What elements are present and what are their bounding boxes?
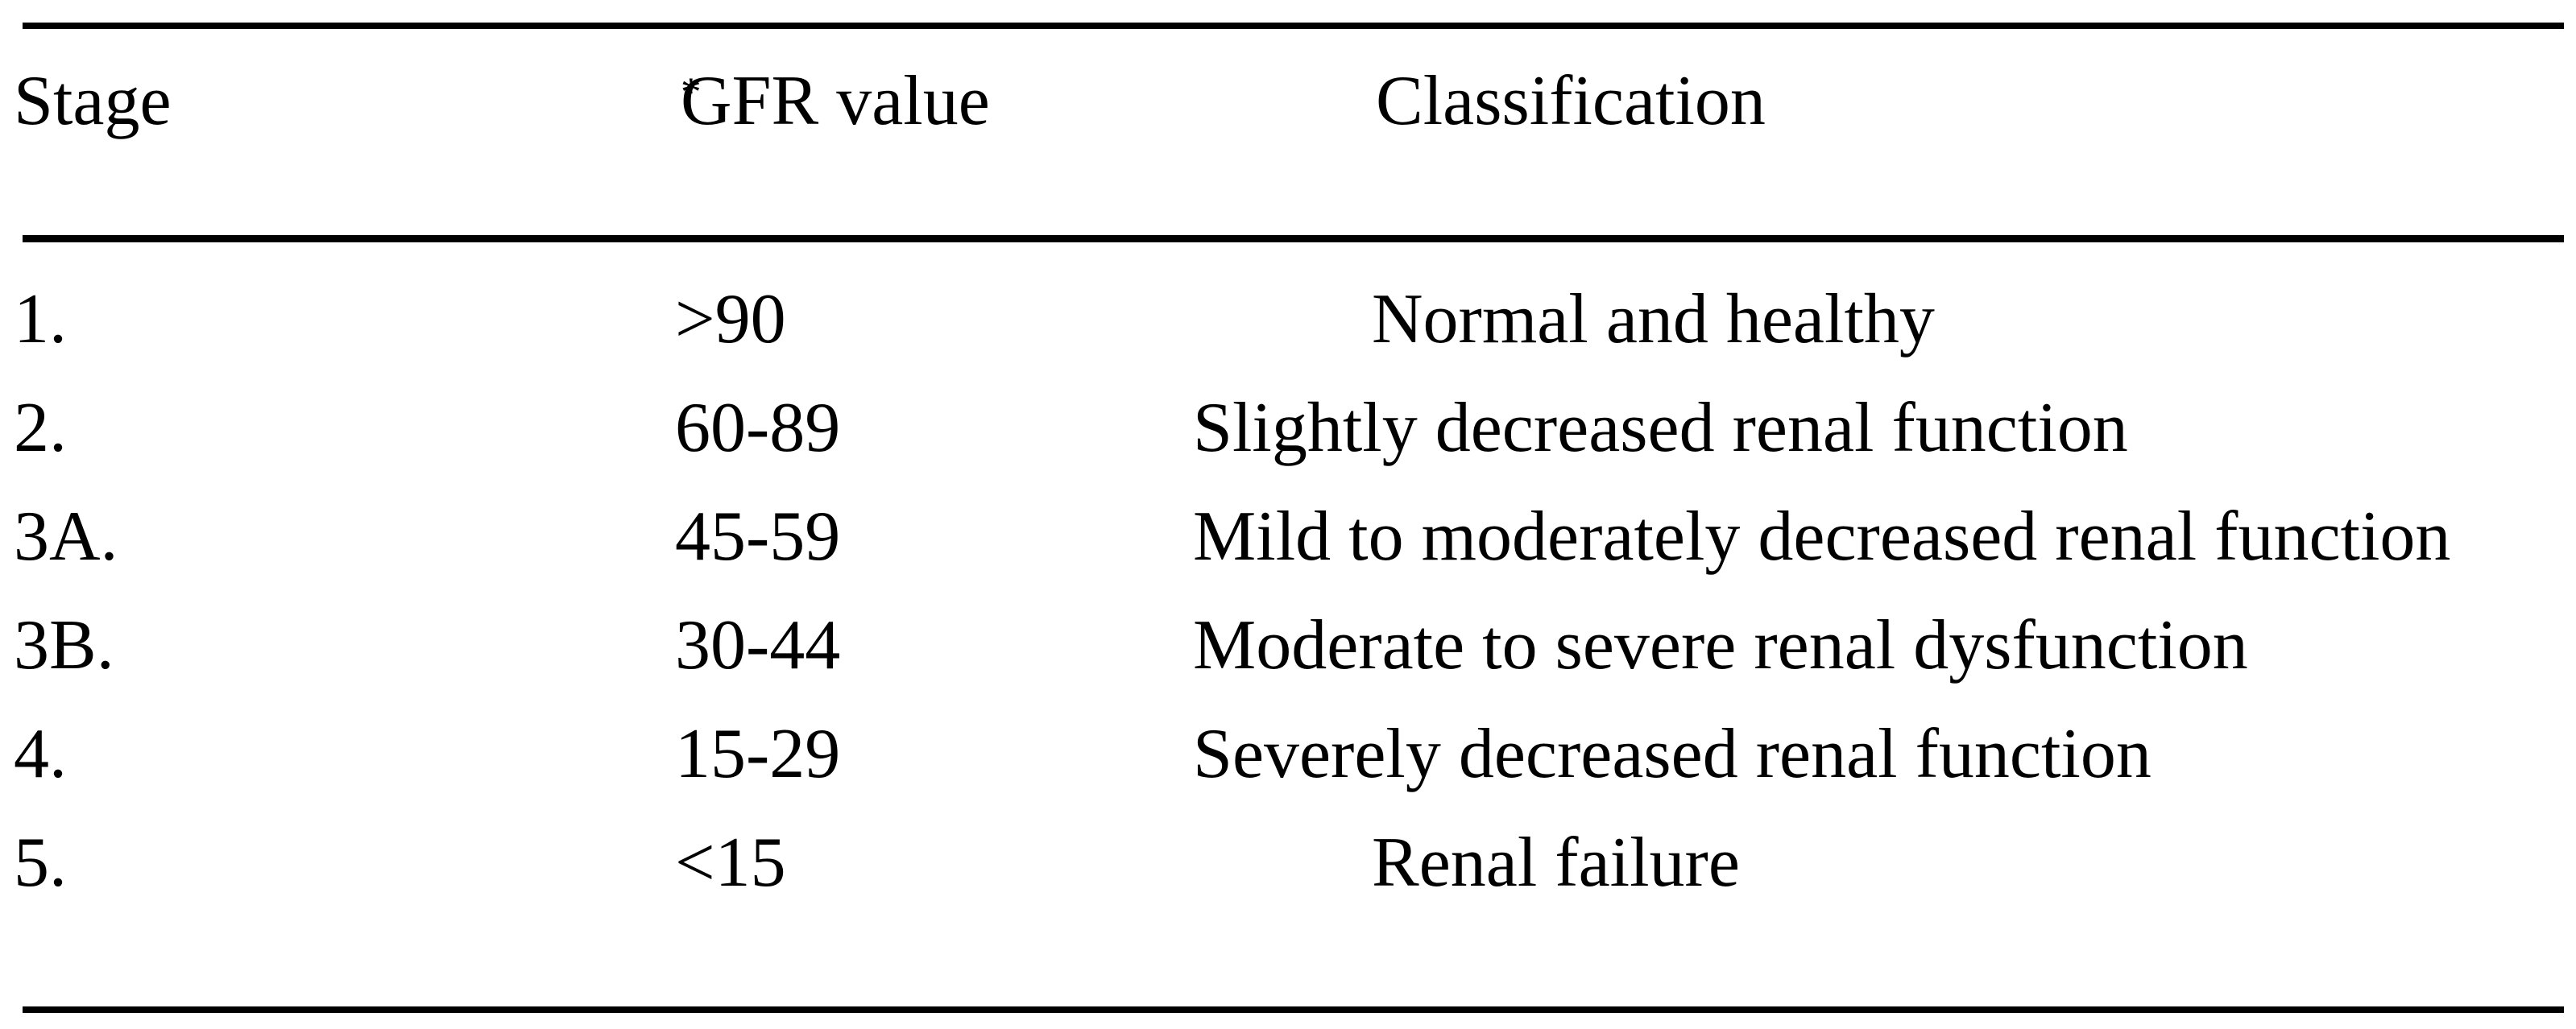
column-header-stage: Stage bbox=[14, 62, 172, 140]
gfr-value-cell: 60-89 bbox=[675, 389, 841, 467]
stage-cell: 3A. bbox=[14, 498, 118, 576]
gfr-value-cell: 15-29 bbox=[675, 715, 841, 793]
gfr-value-cell: 30-44 bbox=[675, 606, 841, 684]
stage-cell: 3B. bbox=[14, 606, 114, 684]
table-row: 2. 60-89 Slightly decreased renal function bbox=[0, 393, 2576, 481]
table-row: 1. >90 Normal and healthy bbox=[0, 284, 2576, 373]
table-top-rule bbox=[23, 23, 2564, 29]
table-row: 5. <15 Renal failure bbox=[0, 828, 2576, 916]
table-bottom-rule bbox=[23, 1006, 2564, 1013]
footnote-marker: * bbox=[681, 70, 702, 116]
classification-cell: Normal and healthy bbox=[1372, 280, 1935, 358]
classification-cell: Mild to moderately decreased renal funct… bbox=[1193, 498, 2451, 576]
table-header-separator-rule bbox=[23, 235, 2564, 242]
column-header-gfr-value: GFR value * bbox=[681, 66, 990, 137]
gfr-value-cell: 45-59 bbox=[675, 498, 841, 576]
stage-cell: 4. bbox=[14, 715, 67, 793]
table-row: 3A. 45-59 Mild to moderately decreased ren… bbox=[0, 502, 2576, 590]
gfr-value-cell: <15 bbox=[675, 824, 786, 902]
classification-cell: Slightly decreased renal function bbox=[1193, 389, 2128, 467]
column-header-classification: Classification bbox=[1376, 62, 1766, 140]
table-row: 3B. 30-44 Moderate to severe renal dysfunc… bbox=[0, 610, 2576, 699]
stage-cell: 1. bbox=[14, 280, 67, 358]
classification-cell: Severely decreased renal function bbox=[1193, 715, 2151, 793]
stage-cell: 2. bbox=[14, 389, 67, 467]
stage-cell: 5. bbox=[14, 824, 67, 902]
classification-cell: Renal failure bbox=[1372, 824, 1740, 902]
gfr-value-cell: >90 bbox=[675, 280, 786, 358]
classification-cell: Moderate to severe renal dysfunction bbox=[1193, 606, 2248, 684]
column-header-gfr-value-label: GFR value bbox=[681, 62, 990, 140]
table-row: 4. 15-29 Severely decreased renal function bbox=[0, 719, 2576, 808]
table-header-row: Stage GFR value * Classification bbox=[0, 66, 2576, 155]
